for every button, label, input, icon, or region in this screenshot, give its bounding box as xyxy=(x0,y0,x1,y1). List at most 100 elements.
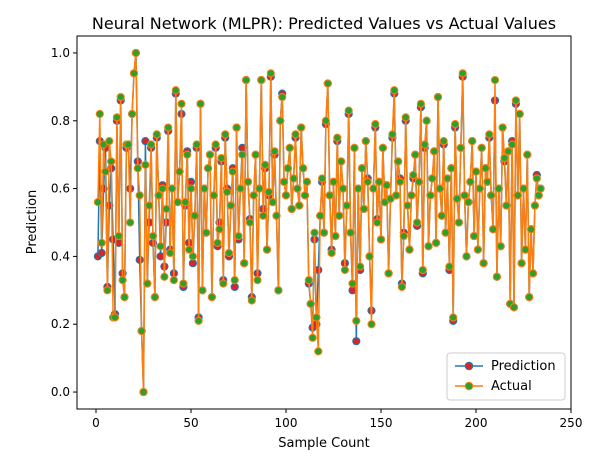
y-axis-label: Prediction xyxy=(25,190,40,255)
data-point-actual xyxy=(228,167,237,176)
x-tick-label: 150 xyxy=(370,416,393,430)
legend-actual-marker xyxy=(464,381,474,391)
data-point-actual xyxy=(242,75,251,85)
data-point-actual xyxy=(527,225,536,234)
legend-box xyxy=(446,352,566,401)
series-line-actual xyxy=(97,52,542,393)
data-point-actual xyxy=(232,123,241,132)
data-point-prediction xyxy=(352,337,361,346)
data-point-actual xyxy=(230,276,239,285)
data-point-actual xyxy=(333,133,342,142)
data-point-actual xyxy=(154,191,163,200)
data-point-actual xyxy=(169,276,178,285)
data-point-actual xyxy=(131,48,140,58)
data-point-actual xyxy=(329,177,338,186)
chart-title: Neural Network (MLPR): Predicted Values … xyxy=(92,14,556,33)
data-point-actual xyxy=(502,201,511,210)
data-point-actual xyxy=(346,228,355,237)
data-point-actual xyxy=(116,92,125,102)
data-point-actual xyxy=(319,228,329,237)
data-point-actual xyxy=(435,184,444,193)
data-point-actual xyxy=(160,272,169,281)
data-point-actual xyxy=(245,218,254,227)
data-point-actual xyxy=(485,130,494,139)
data-point-actual xyxy=(200,184,209,193)
y-tick-label: 0.8 xyxy=(51,114,70,128)
data-point-actual xyxy=(367,320,376,329)
data-point-actual xyxy=(489,225,498,234)
y-tick-label: 1.0 xyxy=(51,46,70,60)
data-point-actual xyxy=(513,191,522,200)
data-point-actual xyxy=(306,299,315,308)
data-point-actual xyxy=(291,130,300,139)
data-point-actual xyxy=(492,272,501,281)
data-point-actual xyxy=(378,143,387,152)
data-point-actual xyxy=(394,157,403,166)
data-point-actual xyxy=(335,211,344,220)
data-point-actual xyxy=(110,313,120,322)
data-point-actual xyxy=(327,248,336,258)
data-point-actual xyxy=(399,231,408,241)
data-point-actual xyxy=(181,198,190,207)
data-point-actual xyxy=(373,218,382,227)
data-point-actual xyxy=(340,265,349,275)
data-point-actual xyxy=(173,198,182,207)
data-point-actual xyxy=(249,191,258,200)
data-point-actual xyxy=(487,191,496,200)
data-point-actual xyxy=(261,160,270,169)
data-point-actual xyxy=(359,204,368,214)
data-point-actual xyxy=(498,123,507,132)
data-point-actual xyxy=(95,109,104,119)
data-point-actual xyxy=(365,252,374,261)
data-point-actual xyxy=(299,164,308,173)
data-point-actual xyxy=(236,184,245,193)
data-point-actual xyxy=(342,201,351,210)
data-point-actual xyxy=(124,140,133,149)
data-point-actual xyxy=(471,167,481,176)
data-point-actual xyxy=(240,259,249,268)
data-point-actual xyxy=(462,252,471,261)
data-point-actual xyxy=(473,245,482,254)
x-axis-label: Sample Count xyxy=(278,436,369,451)
legend-prediction-marker xyxy=(464,361,474,371)
y-axis: 0.0 0.2 0.4 0.6 0.8 1.0 xyxy=(51,46,77,399)
data-point-actual xyxy=(464,198,473,207)
legend-prediction-label: Prediction xyxy=(491,359,556,374)
data-point-actual xyxy=(441,228,450,237)
data-point-actual xyxy=(114,231,123,241)
data-point-actual xyxy=(135,191,144,200)
data-point-actual xyxy=(255,184,264,193)
data-point-actual xyxy=(183,150,192,159)
data-point-actual xyxy=(470,231,479,241)
data-point-actual xyxy=(285,143,294,152)
data-point-actual xyxy=(432,238,441,247)
series-actual xyxy=(93,48,545,397)
data-point-actual xyxy=(388,130,397,139)
data-point-actual xyxy=(532,174,541,183)
data-point-actual xyxy=(148,231,158,241)
data-point-actual xyxy=(202,228,211,237)
data-point-actual xyxy=(460,191,469,200)
data-point-actual xyxy=(226,201,235,210)
y-tick-label: 0.0 xyxy=(51,385,70,399)
data-point-actual xyxy=(515,109,524,119)
data-point-actual xyxy=(316,211,325,220)
data-point-actual xyxy=(321,116,330,125)
data-point-actual xyxy=(433,92,443,102)
data-point-actual xyxy=(120,293,129,302)
data-point-prediction xyxy=(188,259,197,268)
data-point-actual xyxy=(519,184,528,193)
data-point-actual xyxy=(126,218,135,227)
data-point-actual xyxy=(304,276,313,285)
data-point-actual xyxy=(268,198,277,207)
data-point-actual xyxy=(395,177,405,186)
data-point-actual xyxy=(278,92,287,102)
data-point-actual xyxy=(312,313,321,322)
data-point-actual xyxy=(357,164,367,173)
data-point-actual xyxy=(382,181,391,190)
y-tick-label: 0.2 xyxy=(51,317,70,331)
data-point-actual xyxy=(348,279,357,288)
data-point-actual xyxy=(118,276,127,285)
data-point-actual xyxy=(283,164,292,173)
data-point-actual xyxy=(190,211,199,220)
